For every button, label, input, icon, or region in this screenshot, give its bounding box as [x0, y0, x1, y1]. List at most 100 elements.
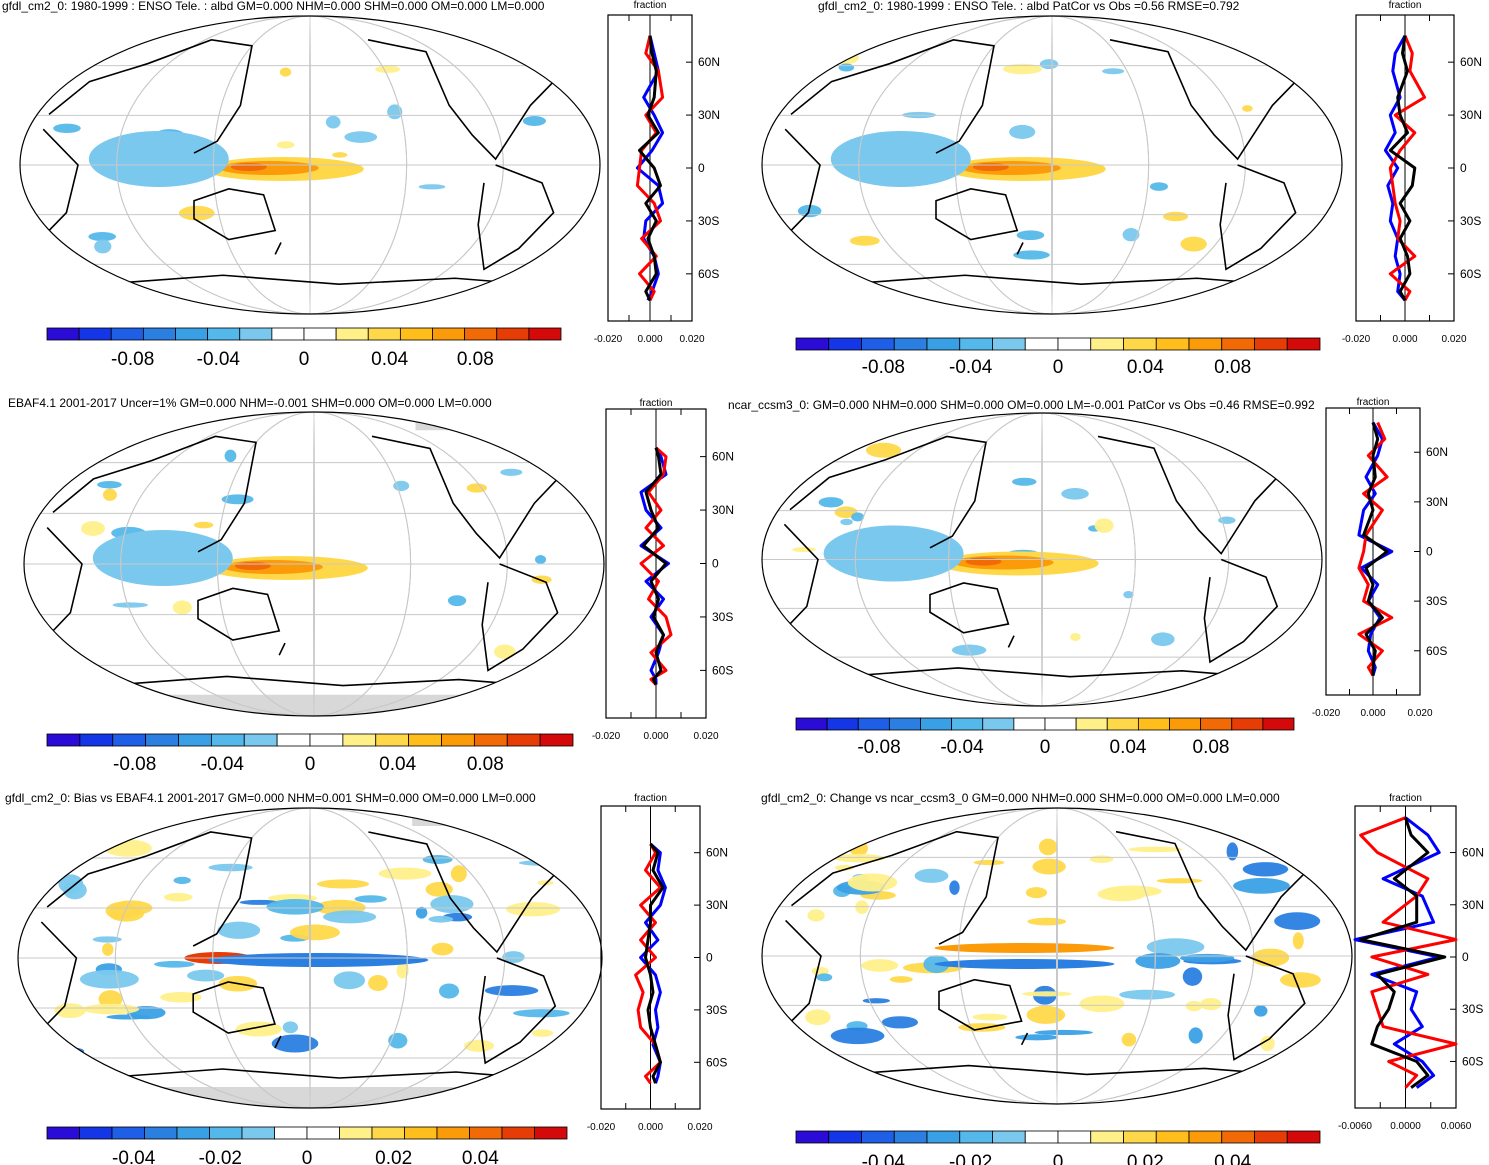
- colorbar-swatch: [826, 717, 859, 731]
- anomaly-patch: [861, 959, 899, 972]
- anomaly-patch: [1002, 63, 1043, 75]
- anomaly-patch: [1251, 948, 1290, 967]
- map-field: [762, 808, 1352, 1104]
- profile-lat-label: 0: [712, 557, 719, 571]
- profile-x-tick-label: 0.000: [637, 334, 662, 345]
- anomaly-patch: [1146, 938, 1205, 956]
- profile-series-obs: [1359, 816, 1458, 1089]
- anomaly-patch: [428, 915, 454, 923]
- anomaly-patch: [1013, 250, 1050, 260]
- profile-series-model: [1383, 34, 1407, 302]
- anomaly-patch: [422, 855, 453, 864]
- colorbar-tick-label: 0: [1053, 357, 1064, 378]
- anomaly-patch: [1200, 997, 1222, 1011]
- colorbar-tick-label: 0: [1040, 737, 1051, 758]
- anomaly-patch: [172, 600, 192, 615]
- panel-title-6: gfdl_cm2_0: Change vs ncar_ccsm3_0 GM=0.…: [761, 791, 1280, 805]
- colorbar-tick-label: -0.02: [949, 1152, 992, 1165]
- anomaly-patch: [332, 152, 348, 158]
- profile-x-tick-label: 0.000: [1392, 334, 1417, 345]
- profile-x-tick-label: -0.0060: [1338, 1121, 1372, 1132]
- anomaly-patch: [1151, 632, 1175, 647]
- colorbar-swatch: [274, 1126, 308, 1140]
- anomaly-patch: [830, 131, 971, 187]
- anomaly-patch: [847, 873, 898, 892]
- anomaly-patch: [43, 1046, 85, 1056]
- anomaly-patch: [208, 863, 253, 872]
- anomaly-patch: [88, 131, 229, 187]
- anomaly-patch: [493, 644, 516, 659]
- colorbar-swatch: [239, 327, 273, 341]
- profile-xlabel: fraction: [1389, 0, 1422, 11]
- coastlines: [40, 831, 568, 1079]
- colorbar-swatch: [959, 1130, 993, 1144]
- anomaly-patch: [1012, 477, 1037, 486]
- profile-series-third: [1388, 35, 1417, 302]
- profile-series-obs: [1388, 35, 1427, 302]
- colorbar-swatch: [1013, 717, 1046, 731]
- coastlines: [783, 435, 1289, 678]
- anomaly-patch: [98, 990, 123, 1009]
- anomaly-patch: [838, 63, 855, 72]
- anomaly-patch: [1027, 917, 1067, 926]
- profile-x-tick-label: -0.020: [1342, 334, 1371, 345]
- profile-series-third: [644, 843, 665, 1084]
- coastline-australia: [192, 981, 277, 1034]
- anomaly-patch: [1226, 842, 1239, 861]
- colorbar-swatch: [367, 327, 401, 341]
- anomaly-patch: [816, 973, 833, 982]
- colorbar-swatch: [432, 327, 466, 341]
- colorbar-tick-label: 0.08: [457, 349, 494, 370]
- colorbar-swatch: [926, 1130, 961, 1144]
- anomaly-patch: [217, 921, 261, 939]
- coastline-africa: [40, 921, 78, 1025]
- missing-data-region: [415, 412, 503, 431]
- coastline-new-zealand: [278, 642, 286, 656]
- anomaly-patch: [1032, 858, 1066, 875]
- colorbar-swatch: [1090, 1130, 1124, 1144]
- anomaly-patch: [1188, 1027, 1203, 1044]
- colorbar-swatch: [1075, 717, 1108, 731]
- graticule: [762, 16, 1342, 314]
- colorbar-swatch: [506, 733, 541, 747]
- colorbar-swatch: [828, 337, 862, 351]
- profile-series-obs: [635, 35, 665, 301]
- anomaly-patch: [1016, 230, 1045, 241]
- anomaly-patch: [208, 953, 429, 967]
- profile-x-tick-label: 0.000: [1360, 708, 1385, 719]
- anomaly-patch: [354, 895, 387, 903]
- colorbar-tick-label: 0.08: [1193, 737, 1230, 758]
- anomaly-patch: [889, 976, 913, 983]
- colorbar-swatch: [176, 1126, 210, 1140]
- profile-lat-label: 30S: [1460, 214, 1481, 228]
- colorbar-swatch: [857, 717, 890, 731]
- colorbar-tick-label: 0: [302, 1148, 313, 1165]
- anomaly-patch: [972, 1013, 1008, 1021]
- colorbar-swatch: [951, 717, 984, 731]
- colorbar-swatch: [1137, 717, 1170, 731]
- anomaly-patch: [1022, 991, 1072, 997]
- coastline-antarctica: [843, 274, 1273, 286]
- anomaly-patch: [520, 841, 547, 851]
- anomaly-patch: [934, 943, 1115, 953]
- anomaly-patch: [279, 67, 292, 77]
- profile-x-tick-label: 0.020: [1441, 334, 1466, 345]
- anomaly-patch: [1122, 227, 1140, 242]
- colorbar-swatch: [982, 717, 1015, 731]
- colorbar-swatch: [209, 1126, 243, 1140]
- anomaly-patch: [513, 1009, 570, 1018]
- colorbar-swatch: [375, 733, 410, 747]
- colorbar-tick-label: 0: [305, 754, 316, 775]
- colorbar-swatch: [1057, 337, 1092, 351]
- anomaly-patch: [1180, 236, 1207, 252]
- colorbar-swatch: [207, 327, 241, 341]
- colorbar-swatch: [496, 327, 530, 341]
- coastline-new-zealand: [1007, 635, 1015, 648]
- graticule: [20, 16, 600, 314]
- profile-x-tick-label: -0.020: [592, 731, 621, 742]
- anomaly-patch: [396, 962, 409, 979]
- anomaly-patch: [450, 865, 467, 883]
- anomaly-patch: [271, 1034, 319, 1053]
- colorbar-swatch: [1200, 717, 1233, 731]
- coastlines: [785, 830, 1318, 1076]
